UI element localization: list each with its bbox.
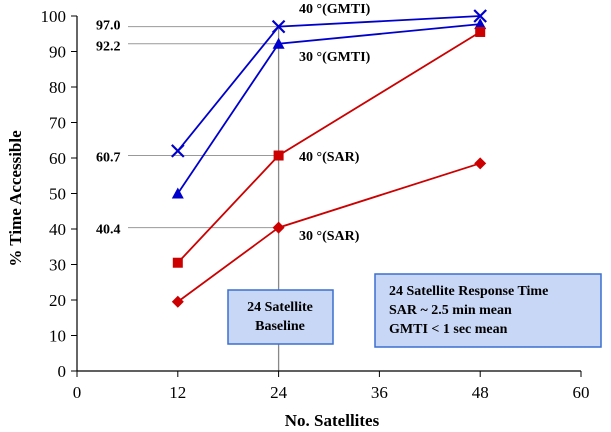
- value-label: 92.2: [96, 40, 121, 55]
- data-point: [475, 26, 486, 37]
- axes: [71, 15, 582, 377]
- y-tick-label: 0: [58, 362, 67, 381]
- x-tick-label: 12: [169, 383, 186, 402]
- data-point: [473, 9, 487, 23]
- y-tick-label: 10: [49, 327, 66, 346]
- data-point: [171, 187, 184, 199]
- baseline-box: [227, 289, 334, 345]
- series-label: 30 °(SAR): [299, 229, 360, 244]
- x-tick-label: 36: [371, 383, 388, 402]
- value-label: 97.0: [96, 19, 121, 34]
- value-label: 40.4: [96, 223, 121, 238]
- x-tick-label: 48: [472, 383, 489, 402]
- data-point: [271, 19, 286, 34]
- y-tick-label: 100: [41, 7, 67, 26]
- y-tick-label: 30: [49, 256, 66, 275]
- y-tick-label: 20: [49, 291, 66, 310]
- response-time-box: [374, 273, 602, 348]
- y-axis-title: % Time Accessible: [6, 130, 25, 267]
- data-point: [272, 221, 285, 234]
- value-label: 60.7: [96, 151, 121, 166]
- y-tick-label: 50: [49, 185, 66, 204]
- data-point: [171, 295, 184, 308]
- series-line: [177, 15, 481, 152]
- baseline-box-line1: 24 Satellite: [247, 300, 313, 315]
- data-point: [171, 144, 185, 158]
- data-point: [172, 257, 183, 268]
- y-tick-label: 60: [49, 149, 66, 168]
- data-point: [474, 18, 487, 30]
- response-box-line3: GMTI < 1 sec mean: [389, 322, 508, 337]
- response-box-line2: SAR ~ 2.5 min mean: [389, 303, 512, 318]
- series-label: 30 °(GMTI): [299, 50, 371, 65]
- x-tick-label: 0: [73, 383, 82, 402]
- response-box-line1: 24 Satellite Response Time: [389, 284, 548, 299]
- text-labels: 0 10 20 30 40 50 60 70 80 90 100 0 12 24 36 48 60 No. Sat…: [6, 2, 590, 430]
- series-label: 40 °(SAR): [299, 150, 360, 165]
- data-point: [474, 157, 487, 170]
- y-tick-label: 80: [49, 78, 66, 97]
- x-axis-title: No. Satellites: [285, 411, 380, 430]
- series-label: 40 °(GMTI): [299, 2, 371, 17]
- x-tick-label: 24: [270, 383, 288, 402]
- data-point: [272, 37, 285, 49]
- x-tick-label: 60: [573, 383, 590, 402]
- y-tick-label: 40: [49, 220, 66, 239]
- data-point: [273, 150, 284, 161]
- y-tick-label: 70: [49, 114, 66, 133]
- series-group: [171, 9, 487, 308]
- y-tick-label: 90: [49, 43, 66, 62]
- baseline-box-line2: Baseline: [255, 319, 305, 334]
- annotation-boxes: [227, 273, 602, 348]
